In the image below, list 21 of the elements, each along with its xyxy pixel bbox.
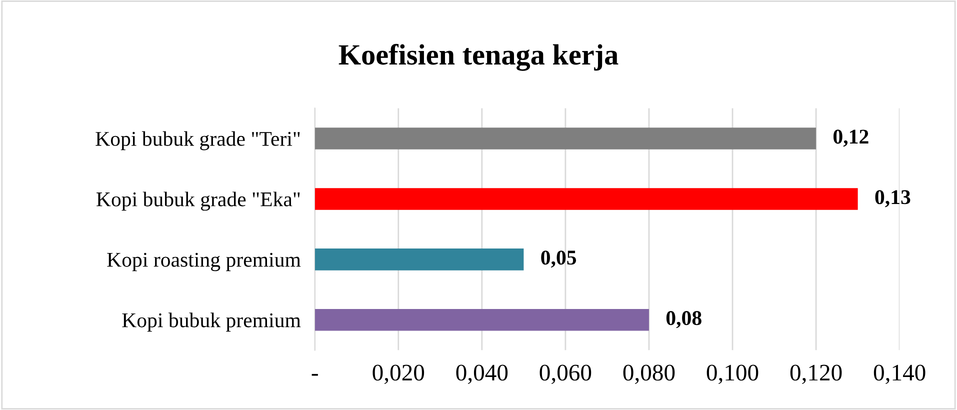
data-label: 0,08	[666, 311, 702, 328]
x-tick-label: 0,140	[874, 364, 926, 384]
y-tick-label: Kopi roasting premium	[107, 252, 301, 272]
chart-title: Koefisien tenaga kerja	[338, 44, 618, 71]
x-tick-label: 0,100	[706, 364, 758, 384]
x-tick-label: 0,040	[456, 364, 508, 384]
data-label: 0,05	[541, 250, 576, 268]
x-tick-label: 0,060	[540, 364, 592, 384]
y-tick-label: Kopi bubuk grade "Eka"	[96, 192, 300, 211]
bar	[314, 188, 858, 210]
x-tick-label: 0,120	[790, 364, 842, 384]
x-tick-label: 0,020	[372, 364, 424, 384]
x-tick-label: -	[312, 374, 318, 376]
y-tick-label: Kopi bubuk premium	[122, 312, 301, 332]
bar	[314, 248, 524, 270]
bar	[314, 309, 649, 331]
y-tick-label: Kopi bubuk grade "Teri"	[96, 131, 300, 150]
data-label: 0,13	[875, 190, 910, 208]
data-label: 0,12	[834, 130, 868, 147]
x-tick-label: 0,080	[623, 364, 675, 384]
bar	[314, 128, 816, 150]
